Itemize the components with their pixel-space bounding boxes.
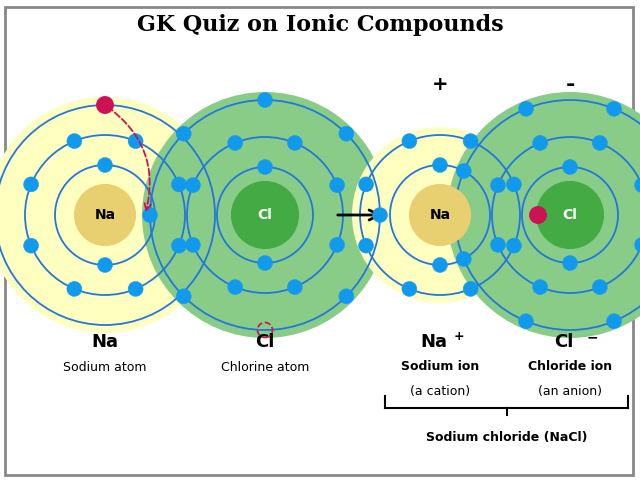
Circle shape: [537, 182, 603, 248]
Circle shape: [176, 126, 191, 141]
Circle shape: [456, 252, 471, 266]
Circle shape: [607, 314, 621, 329]
Text: +: +: [454, 331, 464, 344]
Circle shape: [128, 281, 143, 297]
Circle shape: [593, 135, 607, 150]
FancyArrowPatch shape: [108, 107, 151, 210]
Circle shape: [506, 177, 522, 192]
Text: Na: Na: [95, 208, 116, 222]
Circle shape: [24, 238, 38, 253]
Circle shape: [67, 281, 82, 297]
Text: (a cation): (a cation): [410, 385, 470, 398]
Circle shape: [530, 207, 547, 223]
Circle shape: [532, 279, 548, 295]
Circle shape: [433, 157, 447, 172]
Circle shape: [176, 289, 191, 304]
Text: −: −: [586, 330, 598, 344]
Circle shape: [518, 101, 534, 116]
Circle shape: [490, 237, 506, 252]
Circle shape: [172, 177, 186, 192]
Circle shape: [402, 133, 417, 149]
Circle shape: [447, 92, 640, 338]
Circle shape: [186, 237, 200, 252]
Circle shape: [186, 178, 200, 192]
Text: Sodium atom: Sodium atom: [63, 361, 147, 374]
Circle shape: [532, 135, 548, 150]
Text: Na: Na: [92, 333, 118, 351]
Circle shape: [358, 238, 374, 253]
Text: Cl: Cl: [257, 208, 273, 222]
Circle shape: [433, 257, 447, 273]
Circle shape: [257, 93, 273, 108]
Circle shape: [563, 255, 577, 271]
Circle shape: [142, 92, 388, 338]
Text: Sodium ion: Sodium ion: [401, 360, 479, 373]
Circle shape: [128, 133, 143, 149]
Circle shape: [607, 101, 621, 116]
FancyBboxPatch shape: [5, 7, 633, 475]
Circle shape: [463, 133, 478, 149]
Circle shape: [257, 159, 273, 175]
Circle shape: [97, 157, 113, 172]
Text: (an anion): (an anion): [538, 385, 602, 398]
Circle shape: [463, 281, 478, 297]
Circle shape: [635, 178, 640, 192]
Circle shape: [456, 164, 471, 179]
Circle shape: [518, 314, 534, 329]
Circle shape: [402, 281, 417, 297]
Circle shape: [232, 182, 298, 248]
Circle shape: [490, 178, 506, 192]
Text: Na: Na: [429, 208, 451, 222]
Text: Cl: Cl: [255, 333, 275, 351]
Text: Cl: Cl: [554, 333, 573, 351]
Text: Sodium chloride (NaCl): Sodium chloride (NaCl): [426, 432, 588, 444]
Text: GK Quiz on Ionic Compounds: GK Quiz on Ionic Compounds: [137, 14, 503, 36]
Text: -: -: [565, 75, 575, 95]
Circle shape: [358, 177, 374, 192]
Circle shape: [330, 237, 344, 252]
Circle shape: [24, 177, 38, 192]
Circle shape: [97, 257, 113, 273]
Text: +: +: [432, 75, 448, 95]
Circle shape: [352, 127, 528, 303]
Circle shape: [75, 185, 135, 245]
Circle shape: [330, 178, 344, 192]
Circle shape: [143, 207, 157, 223]
Text: Cl: Cl: [563, 208, 577, 222]
Circle shape: [228, 135, 243, 150]
Circle shape: [506, 238, 522, 253]
Text: Chlorine atom: Chlorine atom: [221, 361, 309, 374]
Text: Chloride ion: Chloride ion: [528, 360, 612, 373]
Circle shape: [339, 126, 354, 141]
Circle shape: [97, 97, 113, 113]
Circle shape: [593, 279, 607, 295]
Circle shape: [257, 255, 273, 271]
Circle shape: [67, 133, 82, 149]
Text: Na: Na: [420, 333, 447, 351]
Circle shape: [563, 159, 577, 175]
Circle shape: [339, 289, 354, 304]
Circle shape: [228, 279, 243, 295]
Circle shape: [287, 279, 302, 295]
Circle shape: [0, 97, 223, 333]
Circle shape: [287, 135, 302, 150]
Circle shape: [410, 185, 470, 245]
Circle shape: [635, 237, 640, 252]
Circle shape: [372, 207, 387, 223]
Circle shape: [172, 238, 186, 253]
